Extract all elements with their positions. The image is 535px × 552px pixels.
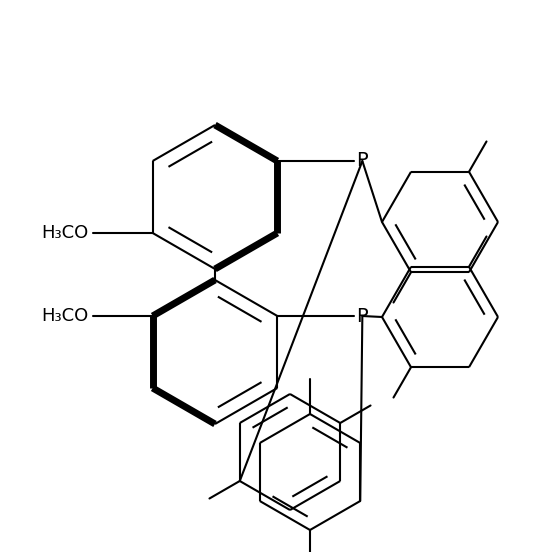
Text: H₃CO: H₃CO [41, 307, 89, 325]
Text: H₃CO: H₃CO [41, 224, 89, 242]
Text: P: P [356, 151, 368, 171]
Text: P: P [356, 306, 368, 326]
